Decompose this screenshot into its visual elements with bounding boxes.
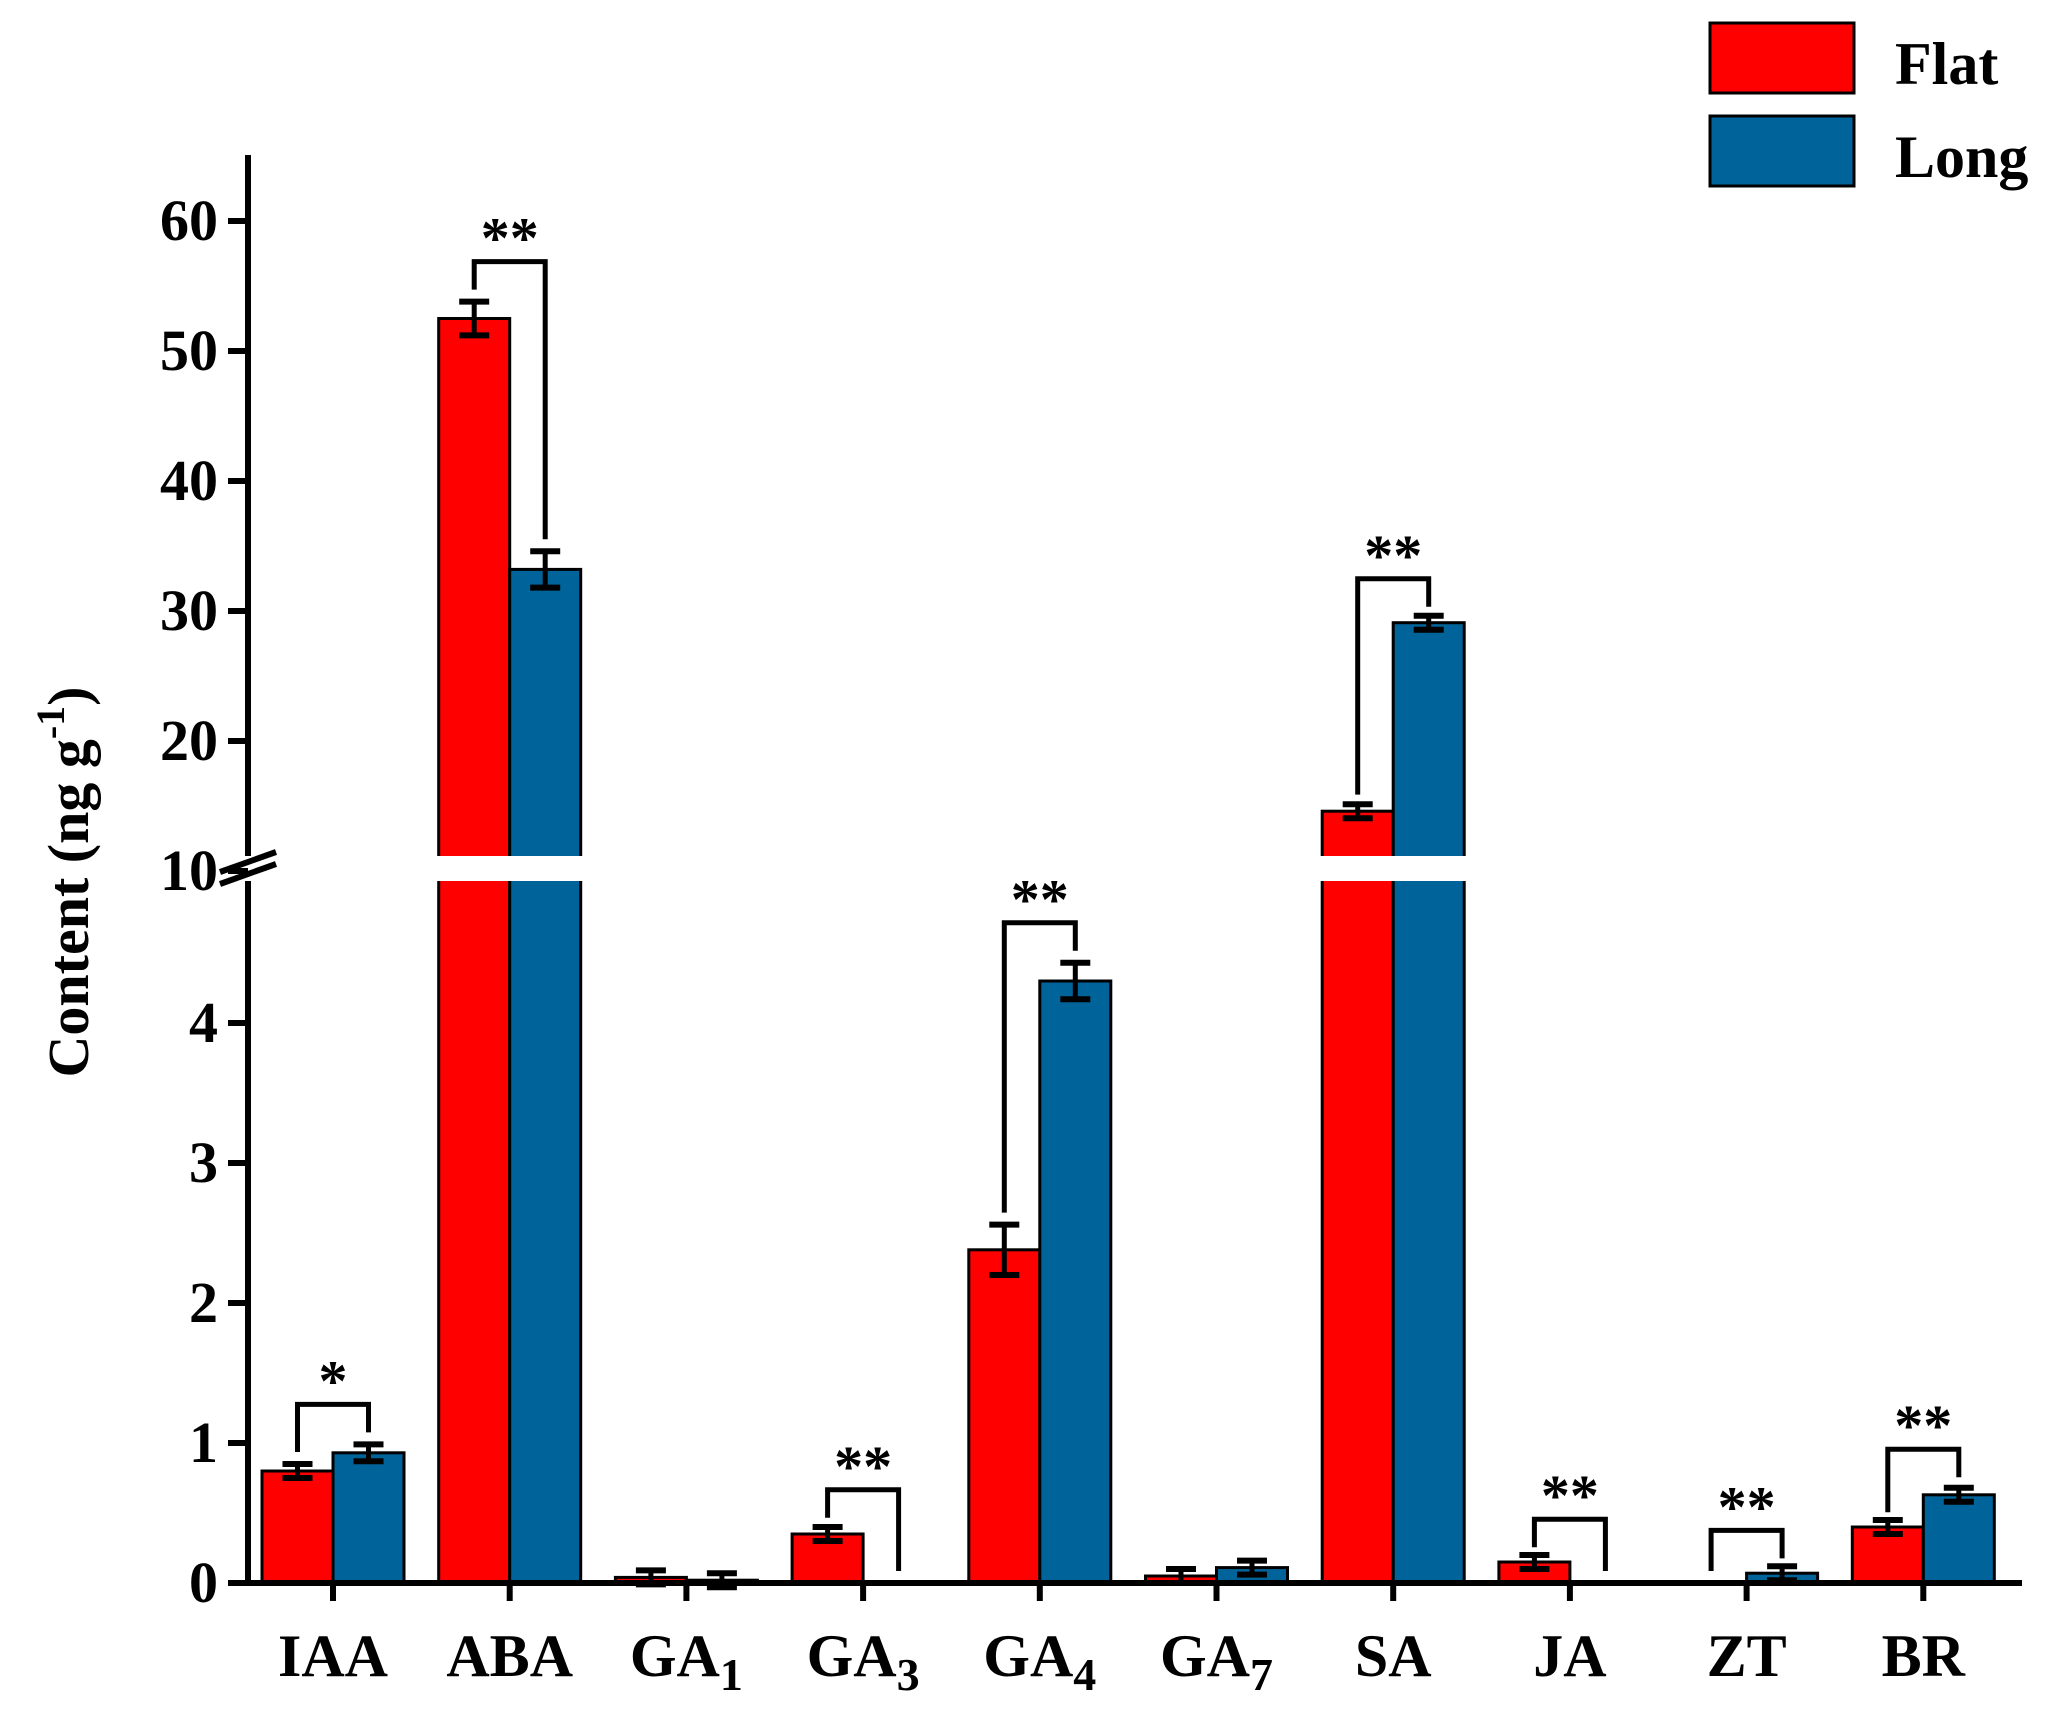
error-bar-long-aba: [530, 548, 561, 591]
x-tick-label-base: SA: [1355, 1623, 1432, 1689]
significance-bracket-aba: **: [471, 206, 548, 540]
x-tick-label-iaa: IAA: [278, 1623, 388, 1689]
significance-bracket-sa: **: [1355, 523, 1432, 795]
significance-bracket-ja: **: [1531, 1463, 1608, 1571]
y-axis-title-suffix: ): [36, 687, 101, 706]
x-tick-label-ga3: GA3: [807, 1623, 920, 1700]
x-tick-label-base: IAA: [278, 1623, 388, 1689]
x-tick-label-aba: ABA: [446, 1623, 573, 1689]
error-bar-flat-ga3: [812, 1524, 843, 1544]
x-tick-label-subscript: 7: [1250, 1649, 1273, 1700]
x-tick-label-base: GA: [983, 1623, 1073, 1689]
error-bar-flat-aba: [459, 298, 490, 339]
bar-long-aba: [508, 567, 583, 1585]
bar-flat-iaa: [260, 1469, 335, 1585]
bar-flat-sa: [1320, 809, 1395, 1585]
legend: Flat Long: [1708, 21, 2028, 190]
axis-break-gap: [245, 856, 2035, 881]
significance-label-ga3: **: [834, 1434, 892, 1499]
x-tick-label-base: GA: [630, 1623, 720, 1689]
error-bar-flat-iaa: [282, 1461, 313, 1481]
y-axis-title-superscript: -1: [28, 706, 73, 739]
x-tick-label-subscript: 1: [720, 1649, 743, 1700]
significance-label-ja: **: [1541, 1463, 1599, 1528]
x-tick-label-ga1: GA1: [630, 1623, 743, 1700]
significance-bracket-iaa: *: [295, 1348, 371, 1452]
legend-swatch-flat: [1708, 21, 1856, 95]
x-tick-label-base: JA: [1533, 1623, 1606, 1689]
y-tick-label-10: 10: [160, 838, 218, 903]
y-tick-label-2: 2: [189, 1270, 218, 1335]
bar-long-iaa: [331, 1451, 406, 1585]
significance-label-sa: **: [1364, 523, 1422, 588]
y-tick-label-4: 4: [189, 990, 218, 1055]
significance-bracket-line: [1708, 1527, 1785, 1571]
error-bar-long-iaa: [353, 1441, 384, 1465]
error-bar-long-sa: [1413, 612, 1444, 633]
y-tick-label-50: 50: [160, 318, 218, 383]
significance-label-aba: **: [481, 206, 539, 271]
error-bar-flat-br: [1872, 1517, 1903, 1537]
y-tick-label-60: 60: [160, 188, 218, 253]
significance-bracket-line: [825, 1487, 902, 1571]
error-bar-flat-ga4: [989, 1221, 1020, 1278]
significance-bracket-line: [1001, 920, 1078, 1213]
significance-label-zt: **: [1718, 1474, 1776, 1539]
y-tick-label-1: 1: [189, 1410, 218, 1475]
y-axis-title-text: Content (ng g: [36, 739, 101, 1077]
x-tick-label-base: GA: [807, 1623, 897, 1689]
x-tick-label-zt: ZT: [1707, 1623, 1787, 1689]
x-tick-label-br: BR: [1882, 1623, 1966, 1689]
legend-label-flat: Flat: [1895, 31, 1998, 97]
bar-flat-ga4: [967, 1248, 1042, 1585]
x-tick-label-subscript: 4: [1073, 1649, 1096, 1700]
x-tick-label-base: ZT: [1707, 1623, 1787, 1689]
bar-long-ga4: [1038, 979, 1113, 1585]
error-bar-long-br: [1943, 1484, 1974, 1505]
significance-bracket-line: [1531, 1516, 1608, 1571]
y-tick-label-3: 3: [189, 1130, 218, 1195]
significance-label-iaa: *: [319, 1348, 348, 1413]
bar-long-sa: [1391, 621, 1466, 1585]
y-axis-title: Content (ng g-1): [28, 687, 101, 1078]
legend-swatch-long: [1708, 114, 1856, 188]
error-bar-flat-ja: [1519, 1552, 1550, 1572]
x-tick-label-subscript: 3: [897, 1649, 920, 1700]
error-bar-long-ga4: [1060, 959, 1091, 1003]
x-tick-label-base: BR: [1882, 1623, 1966, 1689]
x-tick-label-sa: SA: [1355, 1623, 1432, 1689]
y-tick-label-30: 30: [160, 578, 218, 643]
significance-bracket-br: **: [1885, 1393, 1962, 1513]
y-tick-label-0: 0: [189, 1550, 218, 1615]
error-bar-long-ga7: [1237, 1557, 1267, 1578]
significance-bracket-ga3: **: [825, 1434, 902, 1571]
bars-layer: [260, 317, 1996, 1585]
y-tick-label-20: 20: [160, 708, 218, 773]
significance-bracket-line: [295, 1401, 371, 1452]
x-tick-label-ga7: GA7: [1160, 1623, 1273, 1700]
x-tick-label-base: GA: [1160, 1623, 1250, 1689]
significance-label-br: **: [1894, 1393, 1952, 1458]
legend-label-long: Long: [1895, 124, 2028, 190]
x-tick-label-base: ABA: [446, 1623, 573, 1689]
bar-flat-aba: [437, 317, 512, 1585]
x-tick-label-ja: JA: [1533, 1623, 1606, 1689]
y-tick-label-40: 40: [160, 448, 218, 513]
bar-long-br: [1921, 1493, 1996, 1585]
significance-bracket-line: [471, 259, 548, 540]
significance-bracket-line: [1885, 1446, 1962, 1513]
significance-bracket-line: [1355, 576, 1432, 795]
significance-bracket-zt: **: [1708, 1474, 1785, 1571]
error-bar-flat-sa: [1342, 801, 1373, 822]
x-tick-label-ga4: GA4: [983, 1623, 1096, 1700]
